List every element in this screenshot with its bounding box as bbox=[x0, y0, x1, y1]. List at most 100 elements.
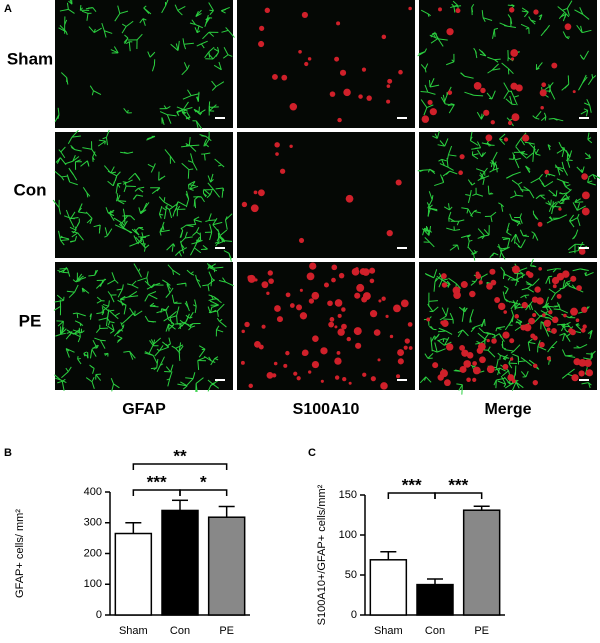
speck bbox=[463, 360, 472, 368]
speck bbox=[541, 313, 546, 317]
speck bbox=[128, 291, 138, 298]
speck bbox=[509, 95, 513, 105]
speck bbox=[502, 271, 505, 280]
speck bbox=[421, 228, 430, 236]
speck bbox=[170, 323, 175, 327]
speck bbox=[471, 7, 474, 13]
speck bbox=[209, 104, 217, 112]
speck bbox=[452, 0, 458, 6]
speck bbox=[381, 296, 386, 301]
speck bbox=[108, 212, 115, 217]
speck bbox=[540, 105, 544, 110]
speck bbox=[75, 273, 83, 283]
speck bbox=[557, 167, 564, 173]
speck bbox=[432, 362, 439, 369]
speck bbox=[556, 148, 565, 154]
speck bbox=[174, 208, 178, 212]
speck bbox=[571, 284, 576, 289]
speck bbox=[167, 343, 171, 347]
speck bbox=[584, 152, 591, 159]
speck bbox=[436, 275, 443, 281]
speck bbox=[582, 13, 590, 20]
speck bbox=[491, 63, 499, 71]
speck bbox=[408, 6, 412, 11]
speck bbox=[514, 190, 517, 196]
speck bbox=[567, 368, 575, 375]
speck bbox=[589, 330, 593, 340]
speck bbox=[451, 3, 455, 7]
speck bbox=[176, 306, 180, 316]
speck bbox=[515, 381, 524, 389]
speck bbox=[93, 27, 102, 34]
speck bbox=[393, 304, 401, 313]
speck bbox=[169, 203, 178, 210]
speck bbox=[159, 231, 162, 236]
speck bbox=[540, 28, 548, 37]
speck bbox=[217, 303, 225, 312]
speck bbox=[546, 327, 551, 332]
speck bbox=[81, 287, 84, 293]
speck bbox=[92, 151, 96, 158]
speck bbox=[210, 278, 213, 287]
speck bbox=[584, 272, 587, 276]
speck bbox=[142, 18, 146, 26]
speck bbox=[476, 111, 482, 120]
speck bbox=[167, 378, 171, 387]
speck bbox=[127, 283, 133, 286]
speck bbox=[171, 294, 175, 304]
speck bbox=[513, 95, 519, 98]
speck bbox=[273, 361, 278, 366]
speck bbox=[150, 283, 155, 288]
x-tick-label: Sham bbox=[374, 625, 403, 637]
bar bbox=[369, 559, 408, 616]
speck bbox=[328, 321, 335, 328]
speck bbox=[369, 278, 375, 284]
speck bbox=[104, 30, 113, 34]
speck bbox=[151, 64, 155, 72]
speck bbox=[212, 221, 223, 226]
speck bbox=[146, 277, 149, 286]
speck bbox=[502, 363, 509, 370]
speck bbox=[178, 345, 184, 352]
speck bbox=[516, 319, 523, 323]
speck bbox=[462, 329, 469, 337]
speck bbox=[514, 159, 520, 169]
speck bbox=[306, 272, 315, 281]
speck bbox=[580, 328, 586, 333]
speck bbox=[198, 348, 206, 358]
speck bbox=[500, 251, 506, 260]
bar bbox=[207, 516, 246, 616]
speck bbox=[59, 8, 69, 12]
speck bbox=[434, 133, 438, 139]
speck bbox=[488, 332, 495, 336]
speck bbox=[442, 279, 451, 286]
speck bbox=[520, 152, 528, 156]
speck bbox=[166, 282, 171, 290]
speck bbox=[511, 315, 514, 323]
speck bbox=[113, 46, 119, 54]
speck bbox=[99, 339, 106, 349]
speck bbox=[420, 9, 429, 15]
speck bbox=[150, 167, 155, 173]
speck bbox=[449, 244, 458, 251]
speck bbox=[218, 61, 222, 70]
speck bbox=[488, 97, 493, 100]
speck bbox=[72, 229, 77, 234]
speck bbox=[578, 83, 583, 91]
speck bbox=[570, 307, 578, 316]
speck bbox=[473, 82, 482, 90]
speck bbox=[170, 364, 174, 373]
speck bbox=[182, 107, 193, 111]
speck bbox=[466, 352, 474, 359]
speck bbox=[483, 229, 490, 236]
speck bbox=[180, 227, 184, 231]
speck bbox=[437, 144, 445, 147]
speck bbox=[441, 177, 445, 183]
speck bbox=[466, 234, 471, 238]
speck bbox=[397, 358, 404, 365]
speck bbox=[331, 277, 336, 283]
speck bbox=[156, 348, 160, 352]
speck bbox=[469, 131, 473, 141]
speck bbox=[217, 240, 225, 245]
speck bbox=[123, 227, 132, 234]
